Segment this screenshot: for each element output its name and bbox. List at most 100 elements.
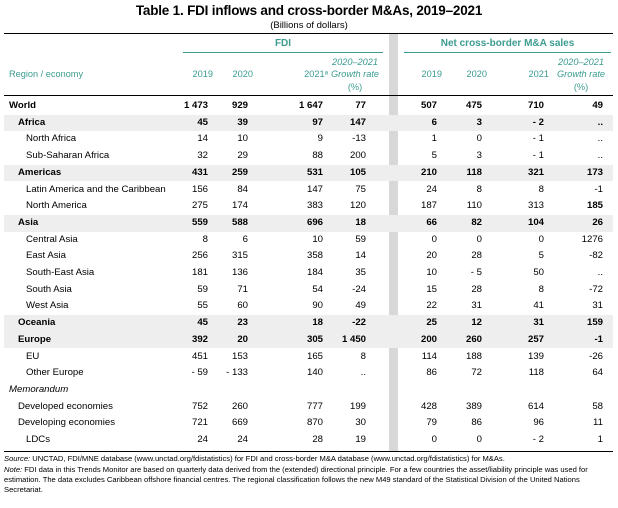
- ma-growth-unit: (%): [573, 82, 589, 92]
- table-row: North America 275 174 383 120 187 110 31…: [4, 198, 613, 215]
- note: Note: FDI data in this Trends Monitor ar…: [4, 465, 613, 495]
- cell: 188: [465, 350, 482, 362]
- cell: 114: [421, 350, 437, 362]
- table-row: Africa 45 39 97 147 6 3 - 2 ..: [4, 114, 613, 132]
- cell: 86: [471, 417, 482, 429]
- table-row: Latin America and the Caribbean 156 84 1…: [4, 182, 613, 199]
- cell: - 1: [532, 133, 544, 145]
- table-row: West Asia 55 60 90 49 22 31 41 31: [4, 298, 613, 315]
- note-label: Note:: [4, 465, 23, 474]
- cell: 3: [476, 116, 482, 128]
- ma-growth-label: Growth rate: [557, 69, 605, 79]
- cell: 200: [420, 333, 437, 345]
- cell: 870: [306, 417, 323, 429]
- cell: 14: [197, 133, 208, 145]
- row-label: LDCs: [26, 434, 50, 445]
- row-label: Other Europe: [26, 367, 84, 379]
- cell: 97: [312, 116, 323, 128]
- cell: 49: [355, 300, 366, 312]
- cell: 3: [476, 150, 482, 162]
- fdi-2020-header: 2020: [232, 69, 253, 79]
- row-label: Europe: [18, 333, 52, 345]
- cell: 105: [349, 166, 366, 178]
- cell: - 1: [532, 150, 544, 162]
- table-row: South Asia 59 71 54 -24 15 28 8 -72: [4, 282, 613, 299]
- cell: 26: [592, 216, 603, 228]
- ma-group-header: Net cross-border M&A sales: [404, 38, 611, 53]
- top-rule: [4, 33, 613, 34]
- cell: ..: [597, 267, 603, 278]
- table-row: Developed economies 752 260 777 199 428 …: [4, 399, 613, 416]
- cell: 147: [349, 116, 366, 128]
- cell: -26: [589, 350, 603, 362]
- cell: 39: [237, 116, 248, 128]
- cell: 199: [349, 400, 366, 412]
- table-row: EU 451 153 165 8 114 188 139 -26: [4, 349, 613, 366]
- cell: 82: [471, 216, 482, 228]
- cell: 929: [231, 100, 248, 111]
- row-label: Developing economies: [18, 417, 116, 429]
- cell: 32: [197, 150, 208, 162]
- cell: -1: [594, 183, 603, 195]
- cell: 45: [197, 116, 208, 128]
- cell: 1: [597, 434, 603, 445]
- cell: 181: [191, 267, 208, 278]
- cell: 24: [197, 434, 208, 445]
- cell: -22: [352, 317, 366, 329]
- cell: 710: [527, 100, 544, 111]
- cell: 35: [355, 267, 366, 278]
- cell: 10: [237, 133, 248, 145]
- cell: 136: [231, 267, 248, 278]
- cell: 0: [476, 233, 482, 245]
- cell: -13: [352, 133, 366, 145]
- cell: 18: [312, 317, 323, 329]
- table-subtitle: (Billions of dollars): [270, 20, 348, 31]
- cell: 1 473: [183, 100, 208, 111]
- cell: 12: [471, 317, 482, 329]
- cell: 392: [191, 333, 208, 345]
- cell: 777: [306, 400, 323, 412]
- region-header: Region / economy: [9, 69, 84, 79]
- ma-2021-header: 2021: [528, 69, 549, 79]
- cell: 28: [312, 434, 323, 445]
- cell: 24: [237, 434, 248, 445]
- cell: 55: [197, 300, 208, 312]
- cell: 559: [191, 216, 208, 228]
- row-label: East Asia: [26, 250, 66, 262]
- cell: 0: [431, 233, 437, 245]
- cell: 77: [355, 100, 366, 111]
- cell: 389: [465, 400, 482, 412]
- cell: 5: [431, 150, 437, 162]
- cell: 531: [306, 166, 323, 178]
- cell: 187: [420, 200, 437, 212]
- row-label: North America: [26, 200, 87, 212]
- cell: 184: [306, 267, 323, 278]
- cell: 140: [306, 367, 323, 379]
- bottom-rule: [4, 451, 613, 452]
- row-label: Developed economies: [18, 400, 113, 412]
- cell: 19: [355, 434, 366, 445]
- cell: 30: [355, 417, 366, 429]
- cell: 18: [355, 216, 366, 228]
- cell: 696: [306, 216, 323, 228]
- cell: 15: [426, 283, 437, 295]
- cell: 86: [426, 367, 437, 379]
- source-label: Source:: [4, 454, 31, 463]
- cell: 84: [237, 183, 248, 195]
- cell: 185: [586, 200, 603, 212]
- cell: 6: [242, 233, 248, 245]
- source-note: Source: UNCTAD, FDI/MNE database (www.un…: [4, 454, 613, 464]
- cell: 260: [231, 400, 248, 412]
- table-row: Sub-Saharan Africa 32 29 88 200 5 3 - 1 …: [4, 148, 613, 165]
- cell: 58: [592, 400, 603, 412]
- cell: 5: [538, 250, 544, 262]
- cell: 118: [466, 166, 482, 178]
- cell: 9: [317, 133, 323, 145]
- cell: 0: [538, 233, 544, 245]
- cell: -82: [589, 250, 603, 262]
- cell: 31: [533, 317, 544, 329]
- ma-growth-years: 2020–2021: [558, 57, 604, 67]
- cell: 10: [426, 267, 437, 278]
- row-label: South-East Asia: [26, 267, 95, 278]
- cell: 59: [197, 283, 208, 295]
